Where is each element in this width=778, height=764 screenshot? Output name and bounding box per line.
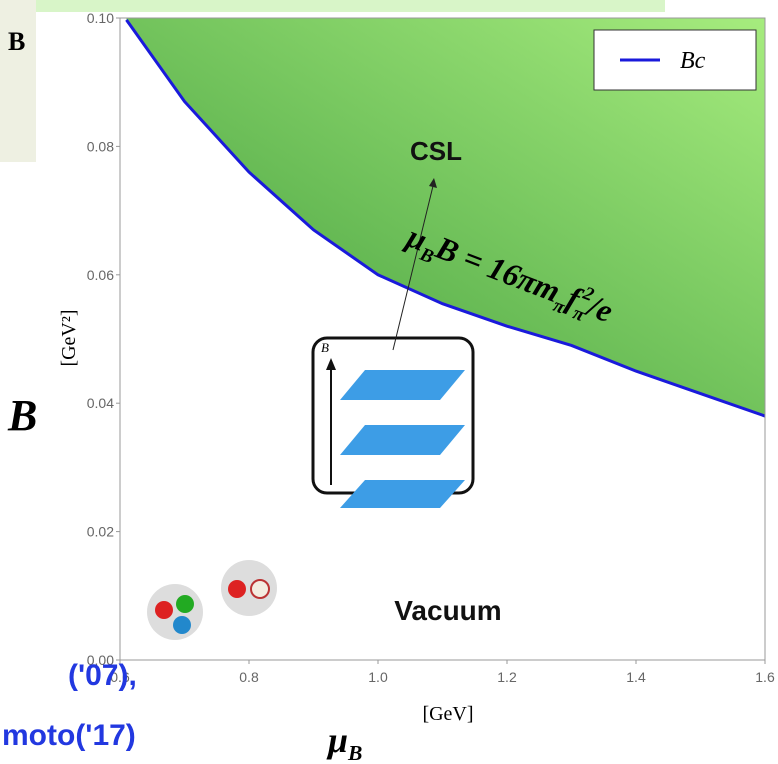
- y-tick-label: 0.02: [87, 524, 114, 540]
- y-tick-label: 0.08: [87, 138, 114, 154]
- layers-icon: B: [313, 338, 473, 508]
- x-symbol: μB: [326, 720, 362, 764]
- region-label: CSL: [410, 136, 462, 166]
- text-part: B: [347, 741, 362, 764]
- hadron-icons: [147, 560, 277, 640]
- x-tick-label: 0.8: [239, 669, 259, 685]
- y-tick-label: 0.06: [87, 267, 114, 283]
- x-axis-label: [GeV]: [422, 703, 473, 725]
- x-tick-label: 1.6: [755, 669, 775, 685]
- y-tick-label: 0.10: [87, 10, 114, 26]
- reference: ('07),: [68, 659, 137, 692]
- x-tick-label: 1.4: [626, 669, 646, 685]
- x-tick-label: 1.0: [368, 669, 388, 685]
- side-box: [0, 0, 36, 162]
- text-part: μ: [326, 720, 348, 760]
- legend-label: Bc: [680, 48, 706, 74]
- x-tick-label: 1.2: [497, 669, 517, 685]
- left-text: B: [7, 391, 37, 440]
- svg-text:B: B: [321, 340, 329, 355]
- left-text: B: [8, 27, 25, 56]
- y-tick-label: 0.04: [87, 395, 114, 411]
- legend-box: [594, 30, 756, 90]
- region-label: Vacuum: [394, 595, 501, 626]
- chart: 0.000.020.040.060.080.100.60.81.01.21.41…: [0, 0, 778, 764]
- reference: moto('17): [2, 719, 136, 752]
- y-axis-label: [GeV²]: [58, 309, 80, 366]
